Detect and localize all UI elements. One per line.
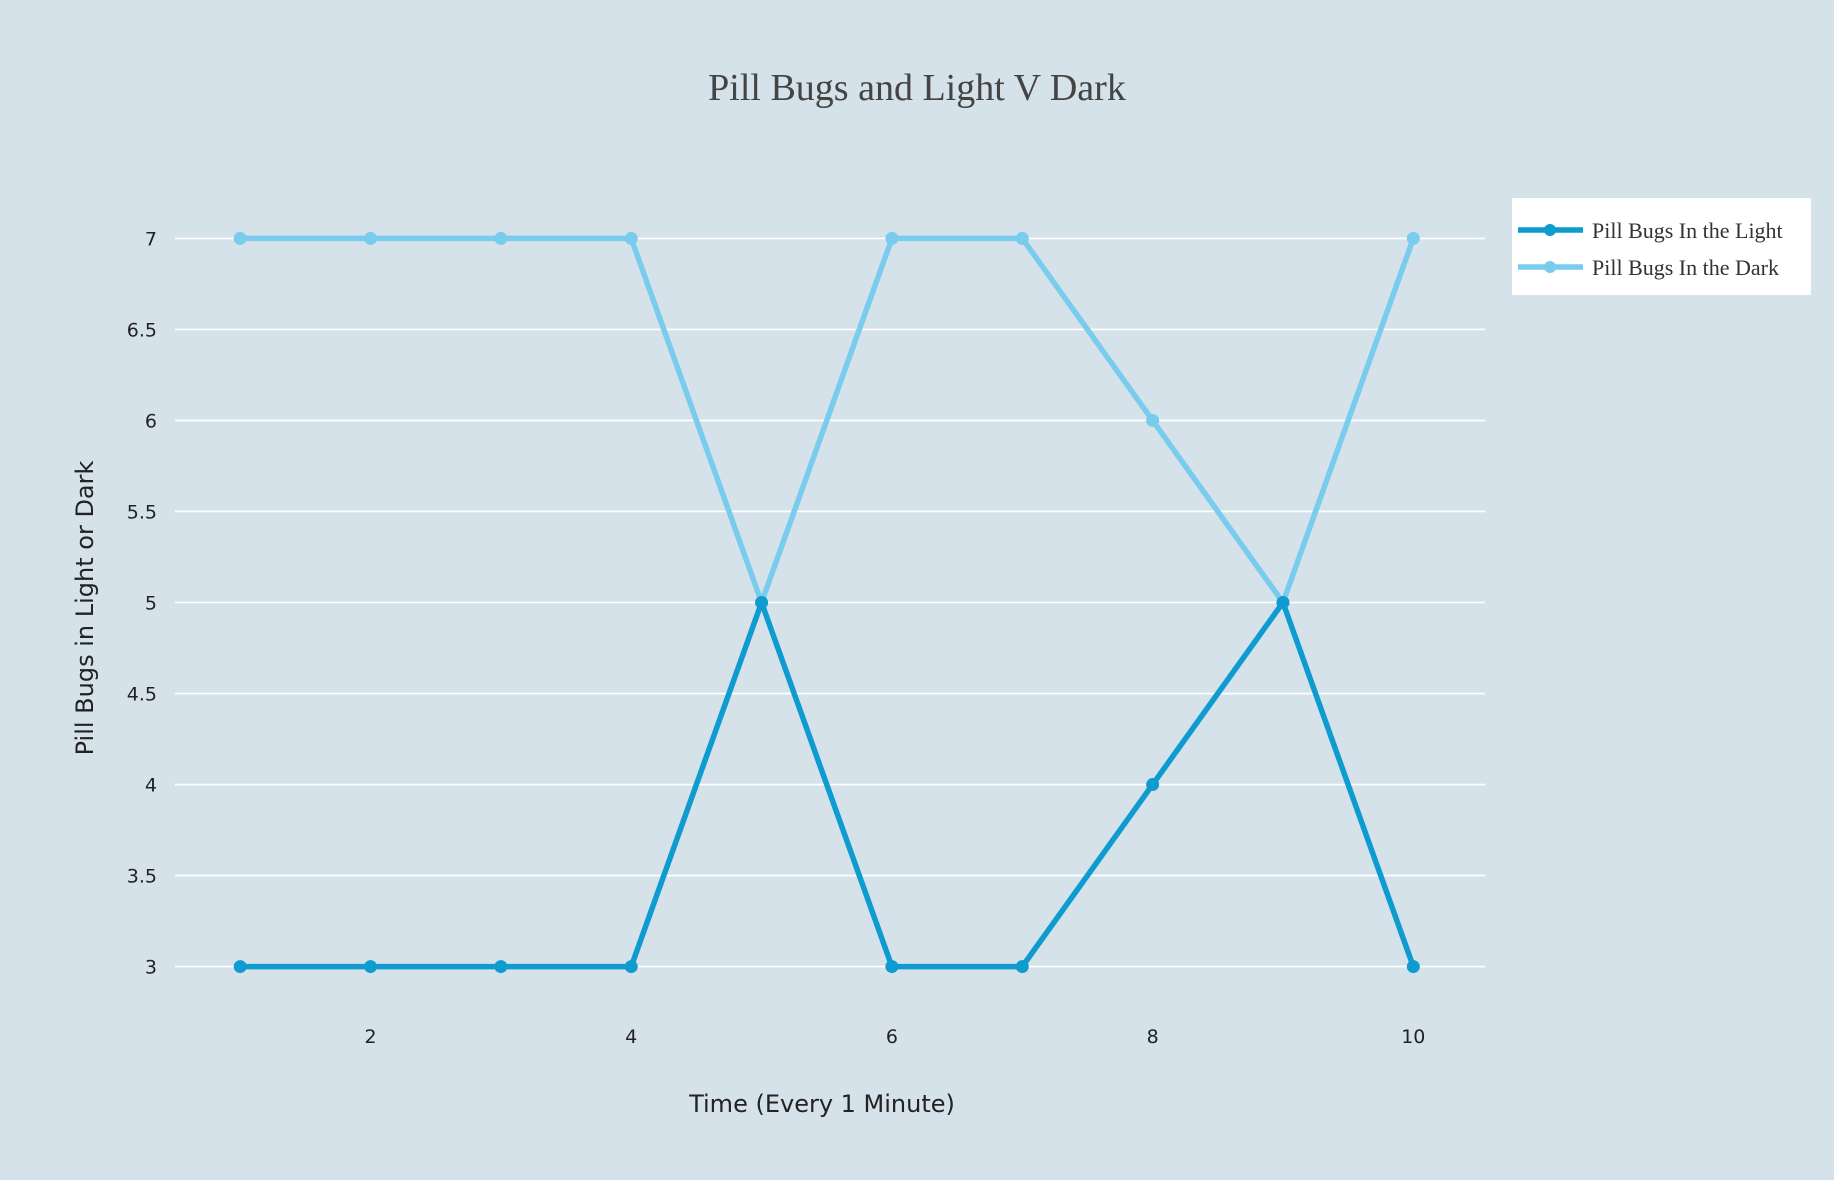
data-point — [1406, 231, 1420, 245]
y-tick-label: 7 — [145, 228, 157, 250]
x-tick-label: 8 — [1147, 1026, 1159, 1048]
y-tick-label: 4.5 — [127, 684, 157, 706]
gridlines — [175, 237, 1485, 968]
legend-box — [1512, 198, 1811, 295]
data-point — [1276, 596, 1290, 609]
legend-label: Pill Bugs In the Light — [1592, 218, 1783, 243]
data-point — [494, 231, 508, 245]
y-tick-label: 6 — [145, 410, 157, 432]
x-axis-label: Time (Every 1 Minute) — [688, 1090, 955, 1118]
x-axis-ticks: 2 4 6 8 10 — [364, 1026, 1425, 1048]
data-point — [233, 960, 247, 974]
data-point — [885, 231, 899, 245]
series-light — [233, 596, 1420, 974]
x-tick-label: 4 — [625, 1026, 637, 1048]
legend-swatch-marker — [1544, 261, 1556, 273]
data-point — [624, 231, 638, 245]
legend: Pill Bugs In the Light Pill Bugs In the D… — [1512, 198, 1811, 295]
y-axis-label: Pill Bugs in Light or Dark — [71, 461, 99, 756]
data-point — [755, 596, 769, 609]
legend-items: Pill Bugs In the Light Pill Bugs In the D… — [1518, 218, 1783, 280]
data-point — [233, 231, 247, 245]
y-tick-label: 6.5 — [127, 319, 157, 341]
data-point — [364, 231, 378, 245]
x-tick-label: 2 — [364, 1026, 376, 1048]
legend-item[interactable]: Pill Bugs In the Dark — [1518, 255, 1779, 280]
y-tick-label: 3 — [145, 957, 157, 979]
x-tick-label: 6 — [886, 1026, 898, 1048]
data-point — [364, 960, 378, 974]
series-line — [237, 599, 1417, 970]
data-point — [494, 960, 508, 974]
data-point — [1015, 960, 1029, 974]
series-line — [237, 235, 1417, 606]
y-tick-label: 5 — [145, 593, 157, 615]
data-point — [624, 960, 638, 974]
series-lines — [233, 231, 1420, 974]
y-axis-ticks: 3 3.5 4 4.5 5 5.5 6 6.5 7 — [127, 228, 157, 978]
legend-label: Pill Bugs In the Dark — [1592, 255, 1779, 280]
data-point — [1146, 413, 1160, 427]
chart-title: Pill Bugs and Light V Dark — [708, 67, 1126, 109]
data-point — [1146, 778, 1160, 792]
y-tick-label: 5.5 — [127, 501, 157, 523]
data-point — [885, 960, 899, 974]
x-tick-label: 10 — [1401, 1026, 1425, 1048]
data-point — [1015, 231, 1029, 245]
y-tick-label: 4 — [145, 775, 157, 797]
data-point — [1406, 960, 1420, 974]
legend-item[interactable]: Pill Bugs In the Light — [1518, 218, 1783, 243]
legend-swatch-marker — [1544, 224, 1556, 236]
y-tick-label: 3.5 — [127, 866, 157, 888]
